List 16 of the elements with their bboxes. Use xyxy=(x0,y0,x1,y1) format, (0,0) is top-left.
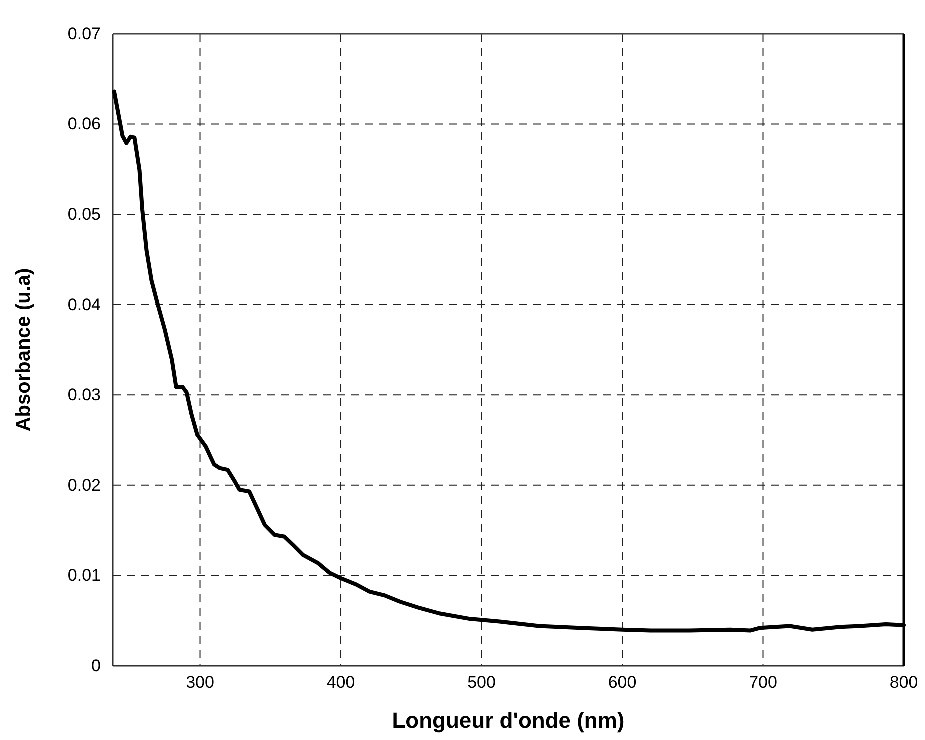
y-tick-label: 0.01 xyxy=(68,566,101,586)
y-tick-label: 0.06 xyxy=(68,114,101,134)
x-axis-title: Longueur d'onde (nm) xyxy=(392,708,625,733)
x-tick-label: 400 xyxy=(326,673,356,692)
x-tick-label: 700 xyxy=(749,673,778,692)
y-tick-label: 0.02 xyxy=(68,476,101,495)
y-axis-title: Absorbance (u.a) xyxy=(13,268,35,432)
y-tick-label: 0 xyxy=(92,656,101,676)
y-tick-label: 0.03 xyxy=(68,386,101,405)
y-tick-label: 0.04 xyxy=(68,295,101,314)
x-tick-label: 600 xyxy=(608,673,637,692)
x-tick-label: 300 xyxy=(186,673,214,692)
x-tick-label: 800 xyxy=(890,673,918,692)
x-tick-label: 500 xyxy=(468,673,496,692)
y-tick-label: 0.07 xyxy=(68,24,101,44)
y-tick-label: 0.05 xyxy=(68,205,101,224)
